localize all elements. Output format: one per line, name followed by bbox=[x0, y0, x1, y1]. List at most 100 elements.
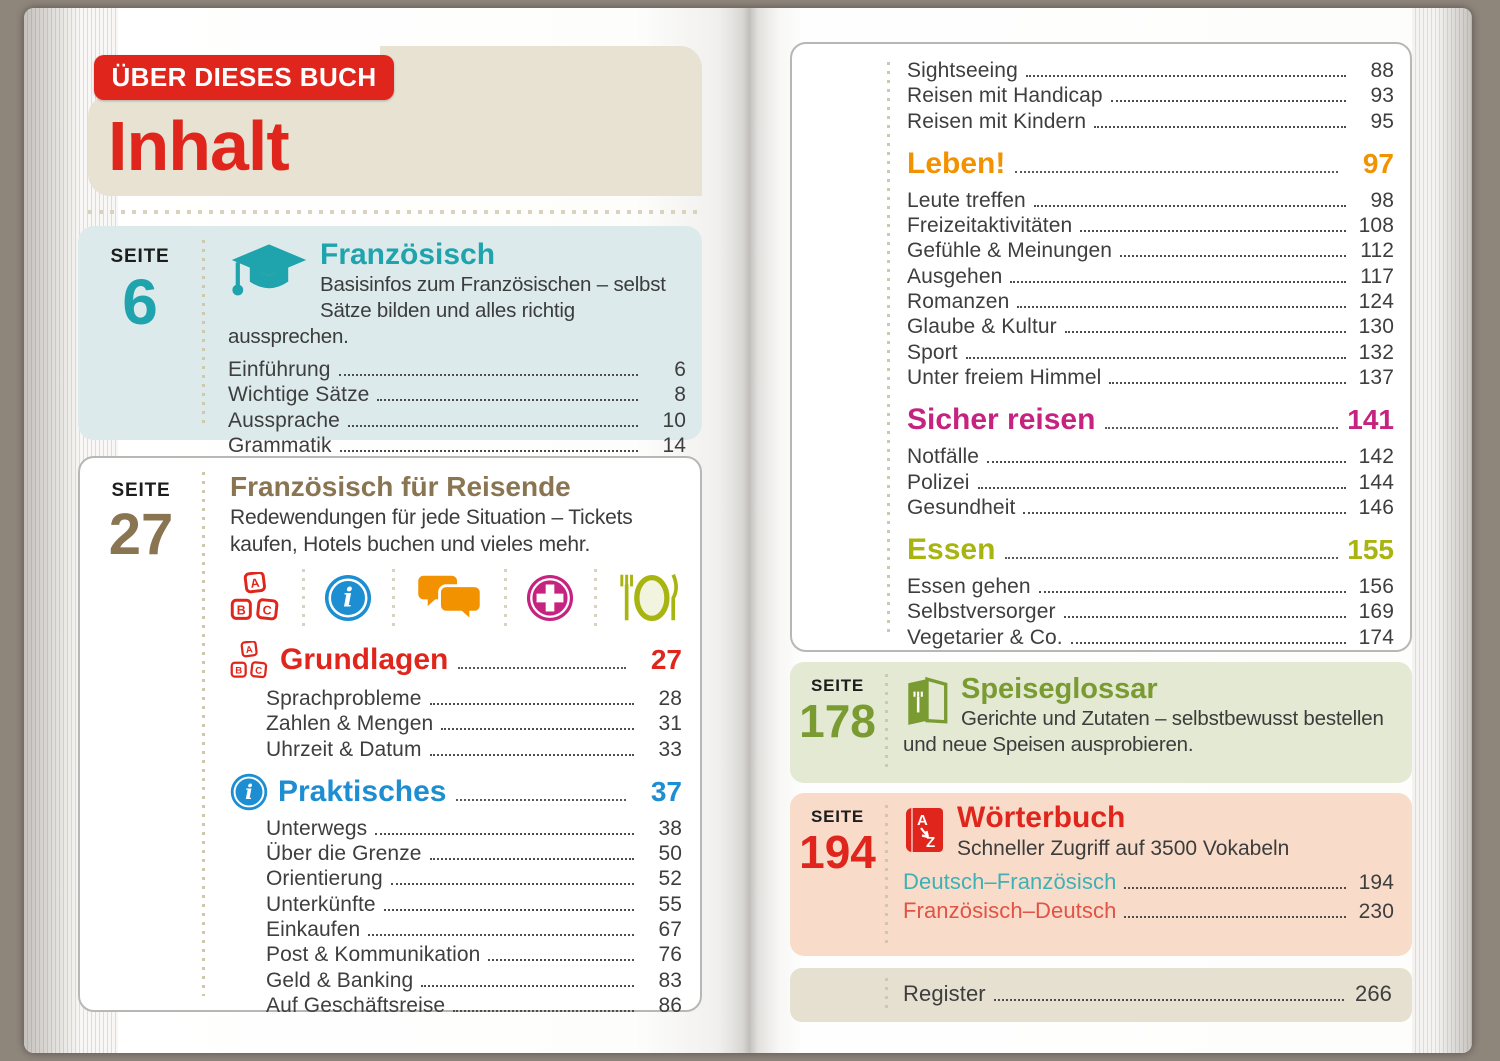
toc-item: Einführung 6 bbox=[228, 357, 686, 382]
toc-item-label: Sport bbox=[907, 340, 958, 364]
leader-dots bbox=[965, 356, 1346, 359]
seite-label: SEITE bbox=[110, 246, 170, 267]
leader-dots bbox=[1015, 170, 1338, 173]
speech-bubbles-icon bbox=[414, 570, 484, 626]
toc-item: Reisen mit Handicap 93 bbox=[907, 83, 1394, 108]
leader-dots bbox=[1017, 306, 1346, 309]
toc-item-page: 52 bbox=[658, 867, 682, 891]
toc-item-label: Freizeitaktivitäten bbox=[907, 214, 1073, 238]
toc-item-page: 67 bbox=[658, 918, 682, 942]
toc-item-page: 124 bbox=[1358, 290, 1394, 314]
dotted-divider bbox=[885, 674, 888, 771]
leader-dots bbox=[1124, 916, 1346, 918]
section-description: Gerichte und Zutaten – selbstbewusst bes… bbox=[903, 707, 1384, 756]
toc-item-page: 98 bbox=[1370, 188, 1394, 212]
leader-dots bbox=[1038, 591, 1346, 594]
leader-dots bbox=[1063, 616, 1346, 619]
leader-dots bbox=[390, 883, 634, 886]
abc-blocks-icon: A B C bbox=[230, 641, 270, 681]
toc-item-label: Reisen mit Handicap bbox=[907, 84, 1103, 108]
toc-item-label: Essen gehen bbox=[907, 575, 1031, 599]
info-icon: i bbox=[230, 773, 268, 811]
section-page-number: 178 bbox=[799, 695, 876, 747]
toc-item-label: Vegetarier & Co. bbox=[907, 625, 1063, 649]
svg-text:B: B bbox=[235, 666, 242, 677]
toc-item-page: 86 bbox=[658, 993, 682, 1017]
toc-item-label: Reisen mit Kindern bbox=[907, 109, 1087, 133]
subsection-title: Grundlagen bbox=[280, 643, 449, 676]
toc-item: Glaube & Kultur 130 bbox=[907, 314, 1394, 339]
topic-icon-row: A B C i bbox=[230, 566, 680, 630]
toc-item: Auf Geschäftsreise 86 bbox=[266, 993, 682, 1018]
toc-item: Polizei 144 bbox=[907, 470, 1394, 495]
seite-label: SEITE bbox=[810, 676, 865, 695]
leader-dots bbox=[453, 1009, 634, 1012]
abc-blocks-icon: A B C bbox=[230, 572, 282, 624]
toc-item-label: Über die Grenze bbox=[266, 842, 422, 866]
toc-item: Uhrzeit & Datum 33 bbox=[266, 737, 682, 762]
section-title: Französisch bbox=[320, 238, 496, 271]
leader-dots bbox=[456, 798, 626, 801]
section-title: Wörterbuch bbox=[957, 801, 1126, 834]
toc-item: Wichtige Sätze 8 bbox=[228, 382, 686, 407]
dotted-separator bbox=[88, 210, 702, 214]
leader-dots bbox=[338, 374, 638, 376]
subsection-praktisches: i Praktisches 37 bbox=[230, 773, 682, 811]
toc-item-page: 112 bbox=[1360, 239, 1394, 263]
toc-item: Gefühle & Meinungen 112 bbox=[907, 238, 1394, 263]
leader-dots bbox=[993, 999, 1344, 1001]
leader-dots bbox=[347, 424, 638, 427]
toc-item: Sightseeing 88 bbox=[907, 58, 1394, 83]
toc-item-label: Selbstversorger bbox=[907, 600, 1056, 624]
seite-label: SEITE bbox=[111, 480, 171, 501]
toc-item-page: 28 bbox=[658, 687, 682, 710]
section-box-reisende: SEITE 27 Französisch für Reisende Redewe… bbox=[78, 456, 702, 1017]
toc-item-page: 83 bbox=[658, 968, 682, 992]
section-description: Redewendungen für jede Situation – Ticke… bbox=[230, 506, 633, 556]
toc-item-label: Polizei bbox=[907, 470, 970, 494]
toc-item-page: 117 bbox=[1360, 264, 1394, 288]
dotted-divider bbox=[503, 569, 507, 627]
leader-dots bbox=[488, 959, 634, 962]
header-panel bbox=[88, 96, 702, 196]
leader-dots bbox=[458, 667, 626, 669]
leader-dots bbox=[339, 449, 638, 452]
register-row: Register 266 bbox=[790, 968, 1412, 1022]
group-page: 141 bbox=[1347, 404, 1394, 436]
leader-dots bbox=[1010, 280, 1346, 283]
leader-dots bbox=[1023, 511, 1346, 514]
svg-text:i: i bbox=[343, 584, 353, 614]
toc-item-label: Register bbox=[903, 981, 986, 1006]
section-box-speiseglossar: SEITE 178 Speiseglossar Gerichte und Zut… bbox=[790, 662, 1412, 783]
toc-item-label: Gefühle & Meinungen bbox=[907, 239, 1113, 263]
food-plate-icon bbox=[616, 571, 680, 625]
subsection-page: 27 bbox=[650, 644, 682, 675]
toc-item: Französisch–Deutsch 230 bbox=[903, 897, 1394, 926]
toc-item-page: 14 bbox=[662, 433, 686, 457]
subsection-title: Praktisches bbox=[278, 774, 447, 808]
toc-item-page: 144 bbox=[1358, 470, 1394, 494]
toc-item: Freizeitaktivitäten 108 bbox=[907, 213, 1394, 238]
leader-dots bbox=[1120, 255, 1346, 258]
toc-item: Notfälle 142 bbox=[907, 444, 1394, 469]
seite-label: SEITE bbox=[810, 807, 865, 826]
toc-item-label: Glaube & Kultur bbox=[907, 315, 1057, 339]
toc-item: Essen gehen 156 bbox=[907, 574, 1394, 599]
toc-item-page: 10 bbox=[662, 408, 686, 432]
toc-item-label: Zahlen & Mengen bbox=[266, 712, 434, 736]
leader-dots bbox=[977, 486, 1346, 489]
leader-dots bbox=[429, 753, 634, 756]
toc-item-page: 31 bbox=[658, 712, 682, 736]
group-title: Leben! bbox=[907, 146, 1006, 180]
leader-dots bbox=[441, 728, 634, 731]
toc-item: Reisen mit Kindern 95 bbox=[907, 109, 1394, 134]
leader-dots bbox=[375, 832, 634, 835]
page-edges-right bbox=[1412, 8, 1472, 1053]
svg-text:i: i bbox=[245, 780, 253, 804]
toc-item: Register 266 bbox=[903, 981, 1392, 1006]
toc-item-label: Notfälle bbox=[907, 445, 980, 469]
leader-dots bbox=[429, 703, 634, 705]
svg-text:A: A bbox=[917, 812, 928, 829]
toc-item: Romanzen 124 bbox=[907, 289, 1394, 314]
